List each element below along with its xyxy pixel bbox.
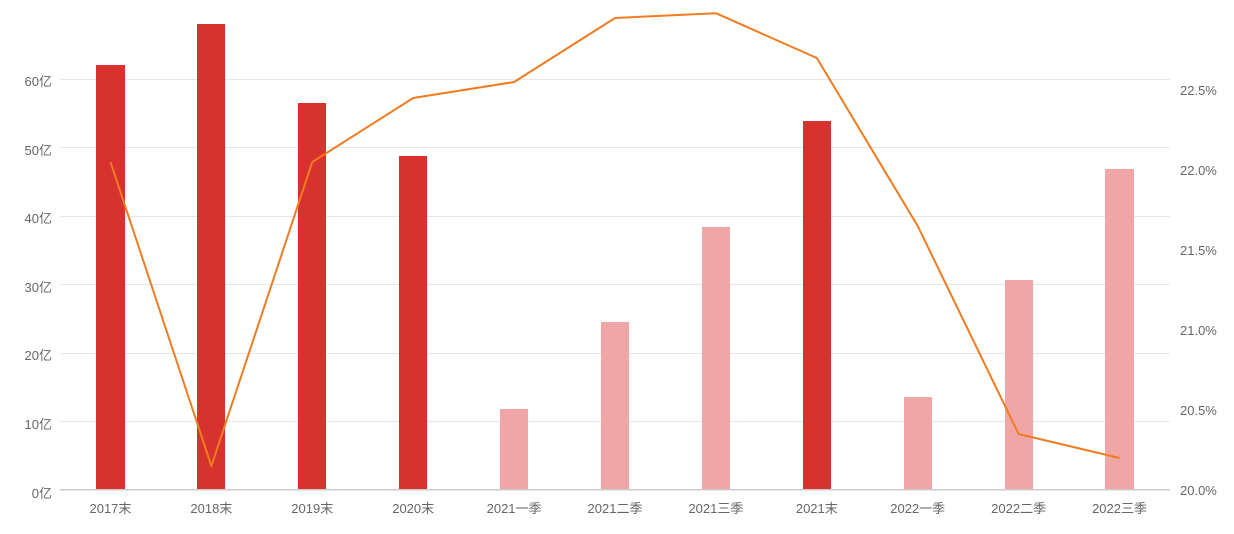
y-right-tick-label: 22.5%	[1180, 83, 1217, 98]
bar	[702, 227, 730, 490]
bar	[298, 103, 326, 490]
gridline	[60, 490, 1170, 491]
y-right-tick-label: 21.0%	[1180, 323, 1217, 338]
bar	[399, 156, 427, 490]
x-tick-label: 2020末	[392, 498, 434, 517]
bar	[96, 65, 124, 490]
y-left-tick-label: 20亿	[25, 345, 52, 364]
y-right-tick-label: 22.0%	[1180, 163, 1217, 178]
bar	[601, 322, 629, 490]
y-left-tick-label: 10亿	[25, 414, 52, 433]
x-tick-label: 2021末	[796, 498, 838, 517]
x-tick-label: 2017末	[89, 498, 131, 517]
bar	[197, 24, 225, 490]
x-tick-label: 2019末	[291, 498, 333, 517]
y-left-tick-label: 50亿	[25, 140, 52, 159]
x-tick-label: 2021二季	[588, 498, 643, 517]
bar	[500, 409, 528, 490]
x-tick-label: 2022一季	[890, 498, 945, 517]
combo-chart: 0亿 10亿 20亿 30亿 40亿 50亿 60亿 20.0% 20.5% 21.0% 21.5…	[0, 0, 1234, 534]
y-right-tick-label: 21.5%	[1180, 243, 1217, 258]
y-left-tick-label: 40亿	[25, 208, 52, 227]
y-right-tick-label: 20.5%	[1180, 403, 1217, 418]
bar	[1105, 169, 1133, 490]
bar	[1005, 280, 1033, 491]
gridline	[60, 147, 1170, 148]
gridline	[60, 216, 1170, 217]
gridline	[60, 284, 1170, 285]
y-left-tick-label: 30亿	[25, 277, 52, 296]
y-left-tick-label: 60亿	[25, 71, 52, 90]
bar	[803, 121, 831, 490]
bar	[904, 397, 932, 490]
x-tick-label: 2021三季	[688, 498, 743, 517]
y-left-tick-label: 0亿	[32, 483, 52, 502]
x-tick-label: 2022二季	[991, 498, 1046, 517]
x-tick-label: 2021一季	[487, 498, 542, 517]
plot-area	[60, 10, 1170, 490]
x-tick-label: 2018末	[190, 498, 232, 517]
y-right-tick-label: 20.0%	[1180, 483, 1217, 498]
gridline	[60, 79, 1170, 80]
x-tick-label: 2022三季	[1092, 498, 1147, 517]
